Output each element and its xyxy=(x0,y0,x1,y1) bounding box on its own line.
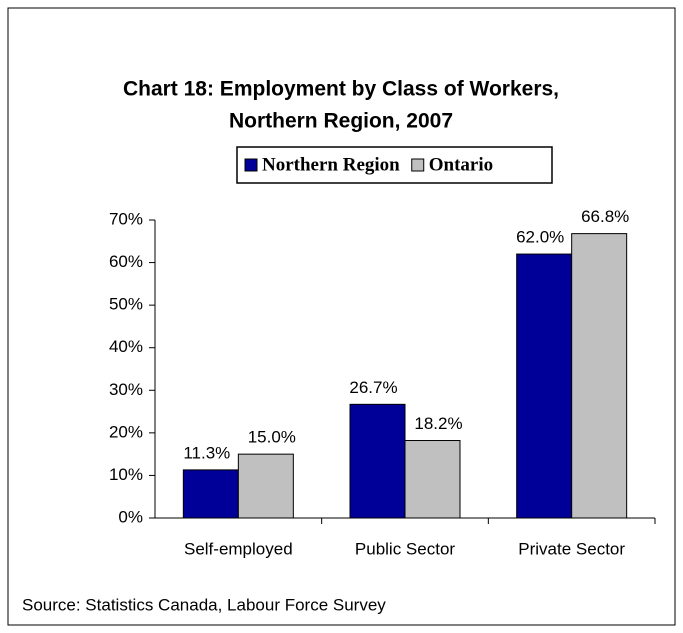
x-tick-label: Private Sector xyxy=(518,539,625,558)
bar xyxy=(516,253,573,519)
y-tick-label: 30% xyxy=(109,380,143,399)
y-tick-label: 20% xyxy=(109,422,143,441)
value-label: 66.8% xyxy=(581,207,629,226)
value-label: 15.0% xyxy=(248,428,296,447)
y-tick-label: 0% xyxy=(118,507,143,526)
x-tick-label: Public Sector xyxy=(355,539,455,558)
legend-swatch xyxy=(411,158,425,172)
chart-title: Chart 18: Employment by Class of Workers… xyxy=(123,78,559,101)
legend-label: Ontario xyxy=(429,154,493,175)
y-tick-label: 50% xyxy=(109,295,143,314)
source: Source: Statistics Canada, Labour Force … xyxy=(22,595,386,614)
value-label: 62.0% xyxy=(516,228,564,247)
x-tick-label: Self-employed xyxy=(184,539,293,558)
y-tick-label: 40% xyxy=(109,337,143,356)
chart-subtitle: Northern Region, 2007 xyxy=(229,110,453,133)
value-label: 26.7% xyxy=(349,378,397,397)
legend-label: Northern Region xyxy=(262,154,400,175)
y-tick-label: 60% xyxy=(109,252,143,271)
y-tick-label: 70% xyxy=(109,209,143,228)
legend-box xyxy=(236,146,553,184)
value-label: 11.3% xyxy=(183,443,230,462)
bar xyxy=(349,403,406,519)
y-tick-label: 10% xyxy=(109,465,143,484)
legend-swatch xyxy=(244,158,258,172)
bar xyxy=(571,233,628,519)
bar xyxy=(182,469,239,519)
bar xyxy=(237,453,294,519)
bar xyxy=(404,440,461,519)
value-label: 18.2% xyxy=(414,414,462,433)
